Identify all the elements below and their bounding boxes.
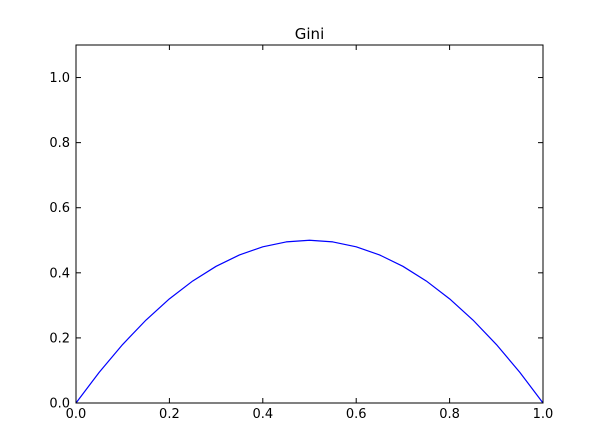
y-tick-label: 0.6 (49, 201, 70, 216)
series-line-0 (75, 239, 544, 404)
x-tick-label: 1.0 (533, 407, 554, 422)
ticks-layer: 0.0 0.2 0.4 0.6 0.8 1.0 0.0 0.2 0.4 0.6 0.8 1.0 (49, 45, 553, 422)
plot-background (76, 45, 543, 403)
x-tick-label: 0.4 (252, 407, 273, 422)
chart-title: Gini (295, 25, 324, 43)
y-tick-label: 0.4 (49, 266, 70, 281)
x-tick-label: 0.6 (346, 407, 367, 422)
y-tick-label: 0.8 (49, 136, 70, 151)
series-layer (75, 239, 544, 404)
x-tick-label: 0.0 (66, 407, 87, 422)
plot-frame (75, 44, 544, 404)
x-tick-label: 0.8 (439, 407, 460, 422)
y-tick-label: 0.2 (49, 331, 70, 346)
y-tick-label: 0.0 (49, 397, 70, 412)
x-tick-label: 0.2 (159, 407, 180, 422)
y-tick-label: 1.0 (49, 71, 70, 86)
